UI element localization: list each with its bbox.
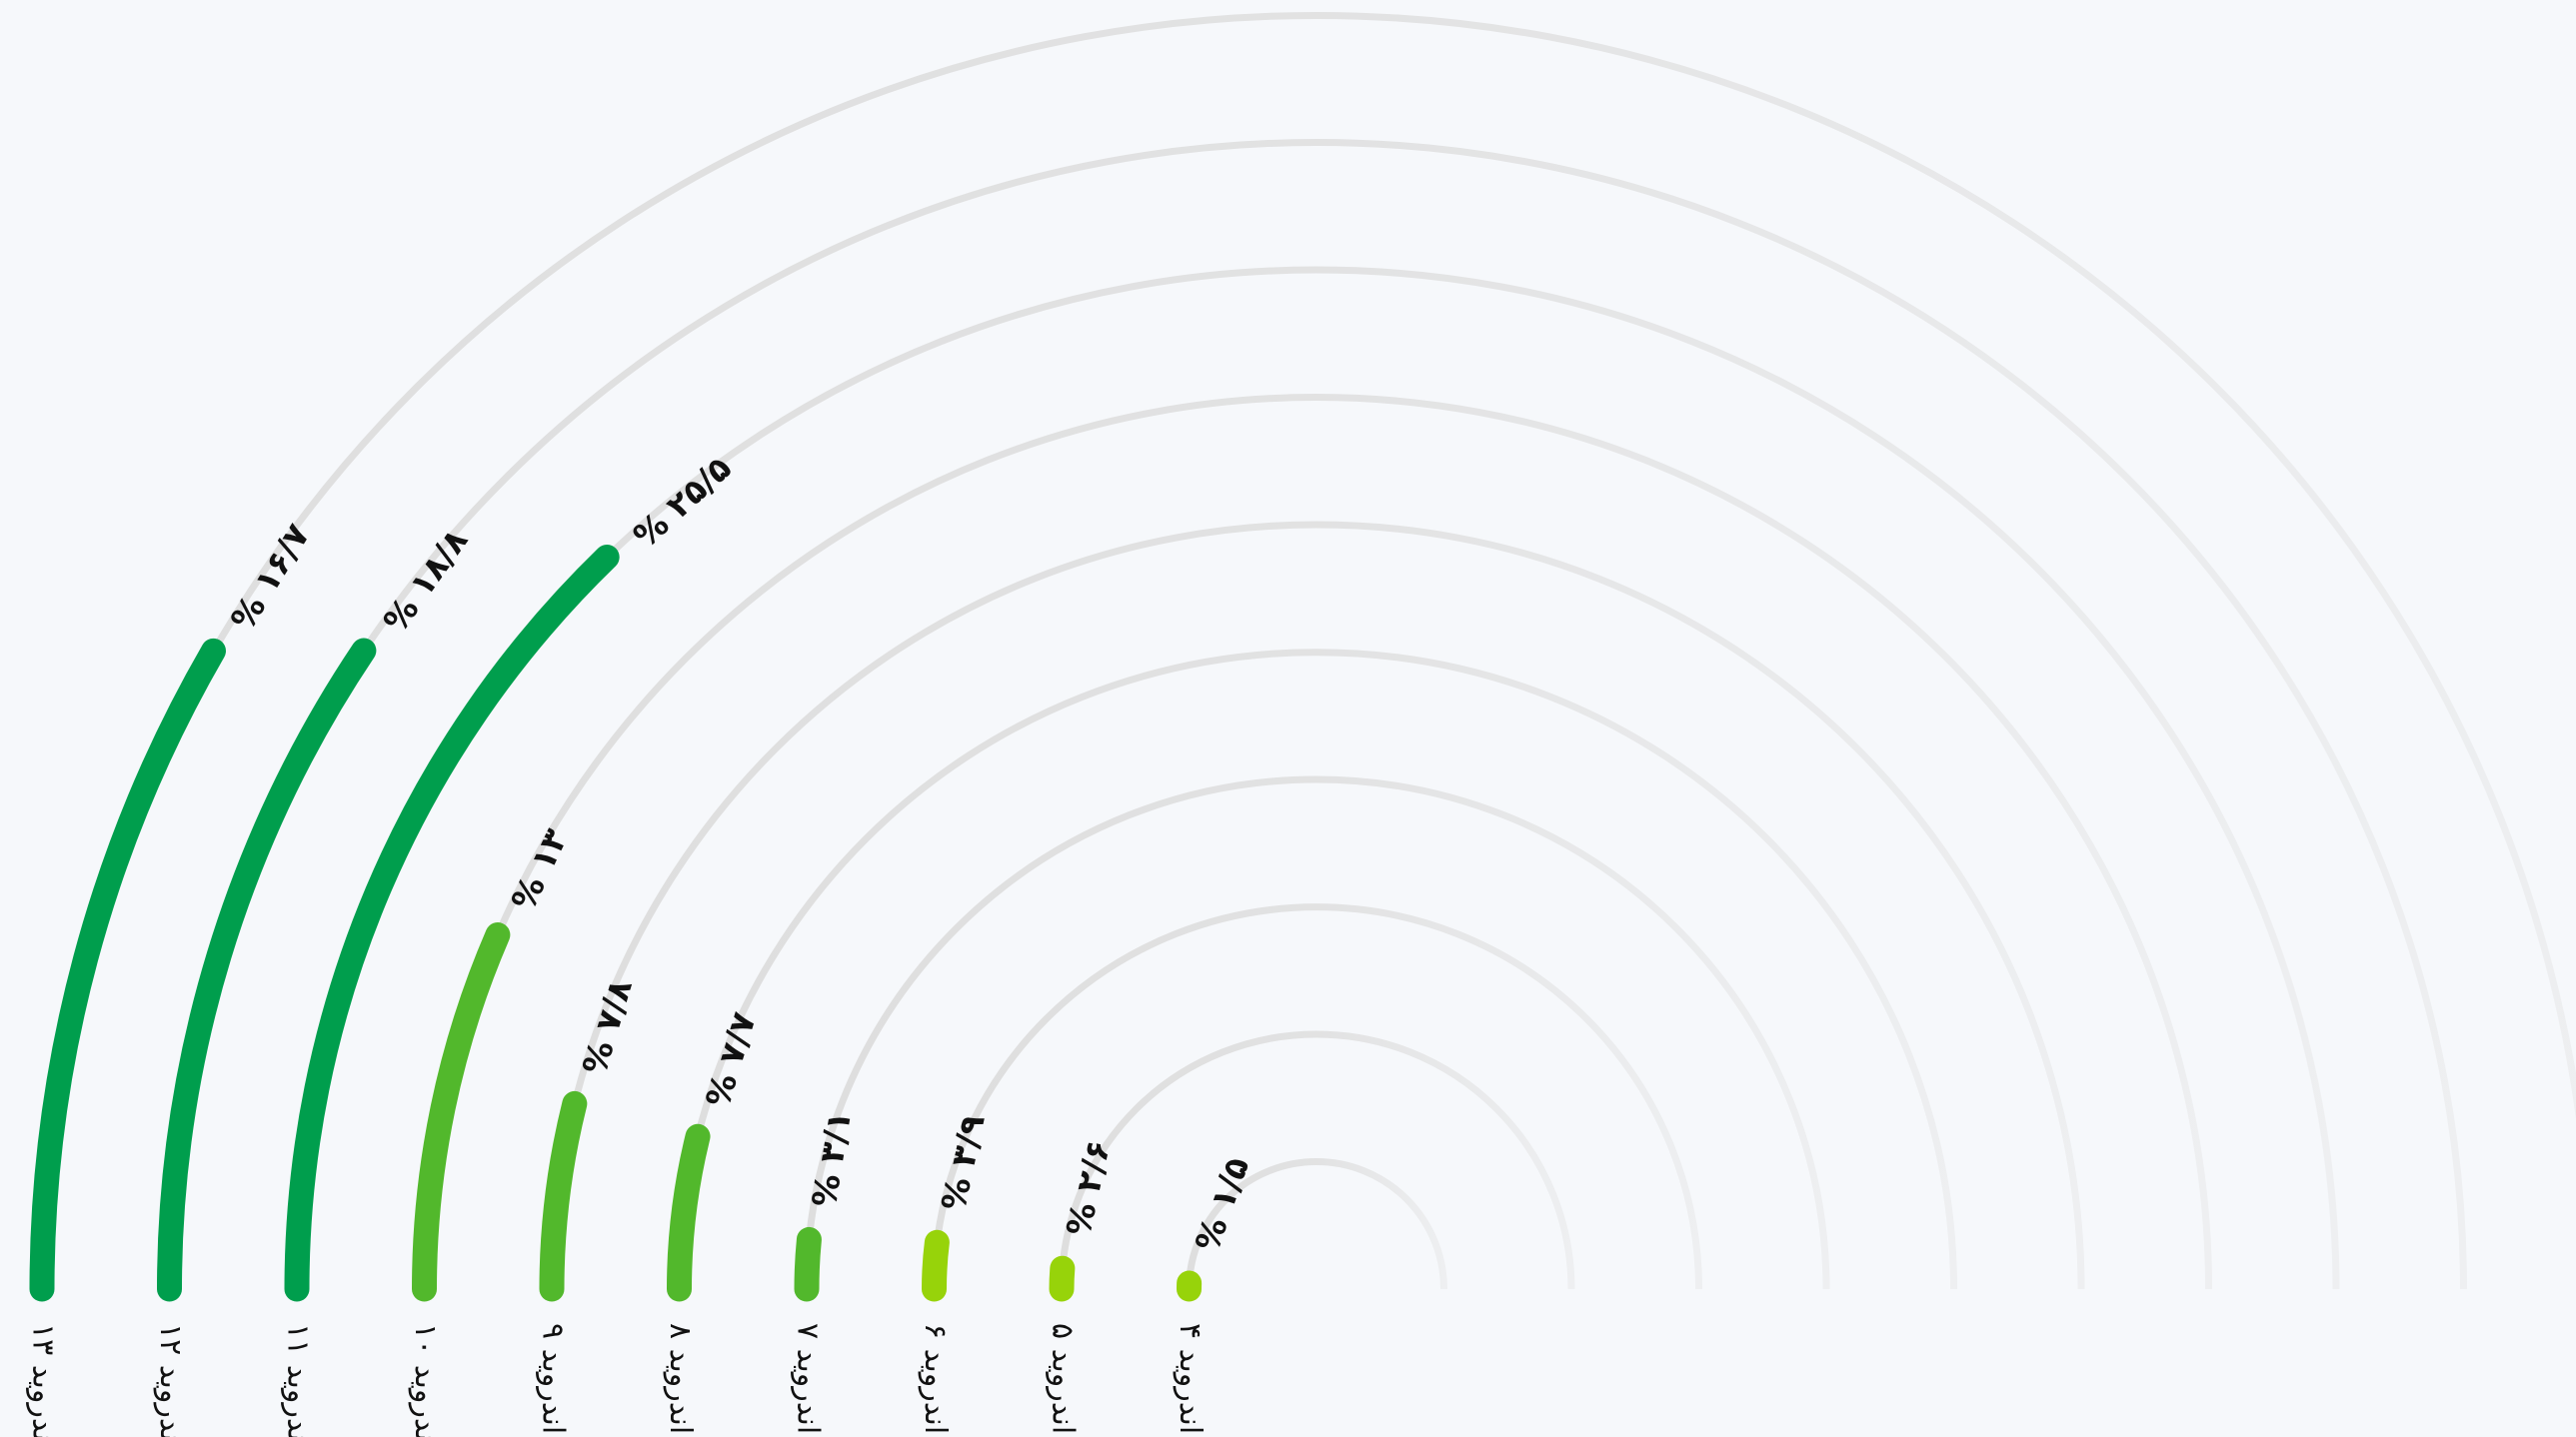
track-ring xyxy=(166,139,2467,1290)
category-label: اندروید ۱۱ xyxy=(281,1323,316,1437)
track-ring xyxy=(421,394,2212,1290)
track-ring xyxy=(676,649,1957,1290)
category-label: اندروید ۱۳ xyxy=(26,1323,61,1437)
radial-bar[interactable] xyxy=(157,638,377,1302)
value-label: % ۷/۷ xyxy=(698,1007,764,1111)
category-label: اندروید ۵ xyxy=(1046,1323,1081,1434)
category-label: اندروید ۶ xyxy=(918,1323,953,1434)
category-label: اندروید ۱۲ xyxy=(153,1323,188,1437)
radial-bar[interactable] xyxy=(667,1123,711,1302)
category-label: اندروید ۷ xyxy=(791,1323,826,1434)
track-ring xyxy=(931,903,1702,1290)
value-label: % ۷/۸ xyxy=(575,975,640,1079)
radial-bar[interactable] xyxy=(922,1229,950,1302)
radial-bar[interactable] xyxy=(284,545,620,1302)
track-ring xyxy=(548,521,2085,1290)
radial-bar[interactable] xyxy=(29,638,226,1302)
value-label: % ۱۶/۷ xyxy=(223,517,318,637)
value-label: % ۲۵/۵ xyxy=(626,448,739,555)
radial-bar[interactable] xyxy=(412,922,511,1302)
category-label: اندروید ۴ xyxy=(1173,1323,1208,1434)
value-label: % ۱۸/۸ xyxy=(376,522,476,640)
value-label: % ۲/۶ xyxy=(1059,1136,1118,1239)
category-label: اندروید ۹ xyxy=(536,1323,571,1434)
category-label: اندروید ۱۰ xyxy=(408,1323,443,1437)
value-label: % ۳/۹ xyxy=(934,1111,993,1214)
value-label: % ۱۳ xyxy=(504,823,576,916)
radial-bar[interactable] xyxy=(794,1226,822,1302)
track-ring xyxy=(803,775,1830,1290)
track-ring xyxy=(1058,1030,1575,1290)
category-label: اندروید ۸ xyxy=(663,1323,698,1434)
value-label: % ۳/۱ xyxy=(805,1108,859,1210)
value-label: % ۱/۵ xyxy=(1188,1152,1257,1256)
track-ring xyxy=(1186,1158,1447,1290)
radial-bar[interactable] xyxy=(1049,1255,1076,1302)
radial-bar[interactable] xyxy=(539,1090,588,1302)
